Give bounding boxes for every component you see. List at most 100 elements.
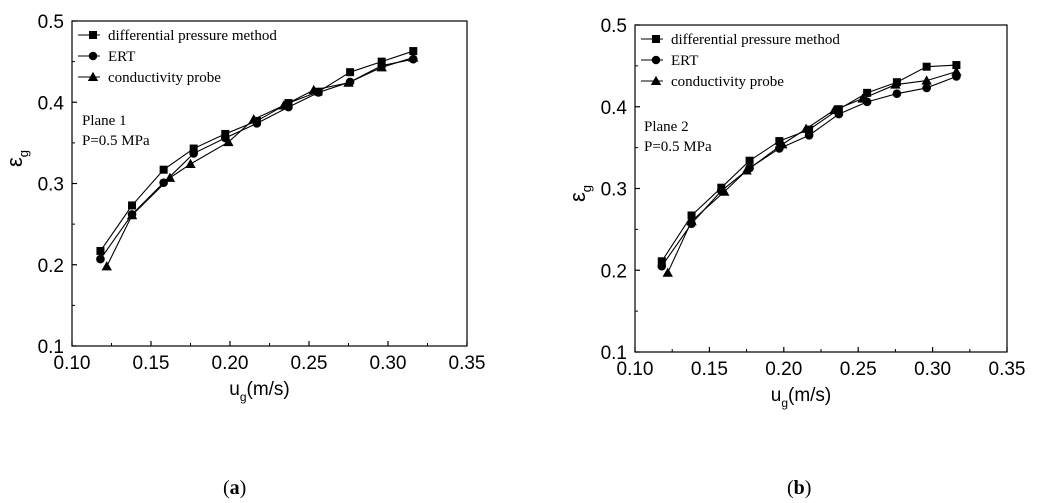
data-point bbox=[921, 75, 932, 85]
data-point bbox=[662, 267, 673, 277]
legend-marker bbox=[652, 35, 660, 43]
data-point bbox=[96, 246, 105, 255]
data-point bbox=[687, 211, 696, 220]
data-point bbox=[834, 105, 843, 114]
data-point bbox=[890, 79, 901, 89]
data-point bbox=[892, 89, 902, 98]
series-line bbox=[661, 64, 957, 262]
data-point bbox=[741, 165, 752, 175]
data-point bbox=[189, 144, 198, 153]
data-point bbox=[863, 88, 872, 97]
caption-b: (b) bbox=[787, 477, 812, 499]
data-point bbox=[804, 131, 814, 140]
data-point bbox=[223, 136, 234, 147]
data-point bbox=[657, 261, 667, 271]
data-point bbox=[857, 93, 868, 103]
y-tick-label: 0.3 bbox=[601, 180, 627, 201]
data-point bbox=[376, 62, 387, 72]
data-point bbox=[777, 139, 788, 149]
y-tick-label: 0.3 bbox=[38, 175, 64, 196]
data-point bbox=[189, 149, 198, 158]
x-tick-label: 0.25 bbox=[291, 353, 328, 374]
x-axis-title: ug(m/s) bbox=[229, 379, 290, 404]
data-point bbox=[164, 172, 176, 182]
x-tick-label: 0.25 bbox=[840, 359, 877, 380]
x-tick-label: 0.30 bbox=[370, 353, 407, 374]
data-point bbox=[409, 47, 418, 56]
data-point bbox=[185, 158, 196, 168]
x-tick-label: 0.35 bbox=[449, 353, 486, 374]
data-point bbox=[248, 114, 259, 124]
data-point bbox=[101, 261, 112, 271]
y-tick-label: 0.4 bbox=[38, 93, 65, 114]
chart-a-svg: 0.10 0.15 0.20 0.25 0.30 0.35 0.1 0.2 0.3 0.4 0.5 u… bbox=[2, 12, 486, 404]
legend-label: ERT bbox=[108, 49, 135, 65]
x-tick-label: 0.20 bbox=[212, 353, 249, 374]
x-tick-label: 0.30 bbox=[914, 359, 951, 380]
y-axis-title: εg bbox=[565, 185, 594, 202]
annotation: P=0.5 MPa bbox=[644, 139, 712, 155]
data-point bbox=[800, 123, 812, 133]
data-point bbox=[719, 186, 730, 196]
data-point bbox=[278, 100, 289, 110]
annotation: Plane 1 bbox=[82, 113, 127, 129]
caption-b-letter: b bbox=[793, 477, 805, 499]
y-tick-label: 0.2 bbox=[601, 261, 627, 282]
legend-label: differential pressure method bbox=[108, 28, 277, 44]
data-point bbox=[922, 62, 931, 71]
x-tick-label: 0.15 bbox=[691, 359, 728, 380]
data-point bbox=[126, 209, 138, 220]
legend-marker bbox=[89, 31, 97, 39]
x-tick-label: 0.15 bbox=[133, 353, 170, 374]
series-line bbox=[106, 57, 414, 267]
legend-marker bbox=[651, 55, 661, 65]
annotation: Plane 2 bbox=[644, 119, 689, 135]
series-square bbox=[657, 61, 961, 266]
legend: differential pressure method ERT conductiv… bbox=[78, 28, 277, 86]
x-tick-label: 0.35 bbox=[989, 359, 1026, 380]
y-tick-label: 0.4 bbox=[601, 98, 628, 119]
series-line bbox=[667, 71, 957, 273]
data-point bbox=[408, 52, 419, 62]
legend-label: differential pressure method bbox=[671, 32, 840, 48]
y-tick-label: 0.5 bbox=[601, 16, 627, 37]
legend: differential pressure method ERT conductiv… bbox=[641, 32, 840, 90]
series-triangle bbox=[662, 66, 962, 277]
data-point bbox=[922, 83, 931, 93]
series-triangle bbox=[101, 52, 419, 271]
data-point bbox=[745, 156, 754, 165]
y-axis-title: εg bbox=[2, 150, 31, 167]
x-tick-label: 0.10 bbox=[617, 359, 654, 380]
y-tick-label: 0.1 bbox=[601, 343, 627, 364]
data-point bbox=[775, 137, 784, 146]
legend-label: conductivity probe bbox=[671, 74, 784, 90]
data-point bbox=[657, 257, 666, 266]
annotation: P=0.5 MPa bbox=[82, 133, 150, 149]
legend-label: ERT bbox=[671, 53, 698, 69]
legend-marker bbox=[650, 75, 662, 85]
data-point bbox=[308, 84, 319, 95]
chart-panel-a: 0.10 0.15 0.20 0.25 0.30 0.35 0.1 0.2 0.3 0.4 0.5 u… bbox=[0, 0, 520, 503]
data-point bbox=[951, 66, 962, 76]
data-point bbox=[343, 77, 354, 87]
caption-a-letter: a bbox=[229, 477, 240, 499]
legend-label: conductivity probe bbox=[108, 70, 221, 86]
series-circle bbox=[657, 72, 961, 271]
series-line bbox=[99, 58, 414, 260]
data-point bbox=[96, 254, 105, 264]
data-point bbox=[686, 216, 697, 226]
data-point bbox=[346, 68, 355, 77]
series-circle bbox=[96, 54, 418, 264]
y-tick-label: 0.2 bbox=[38, 256, 64, 277]
x-axis-title: ug(m/s) bbox=[771, 385, 832, 410]
caption-a: (a) bbox=[223, 477, 247, 499]
data-point bbox=[159, 165, 168, 174]
chart-b-svg: 0.10 0.15 0.20 0.25 0.30 0.35 0.1 0.2 0.3 0.4 0.5 u… bbox=[565, 16, 1026, 410]
legend-marker bbox=[88, 51, 98, 61]
data-point bbox=[952, 61, 961, 70]
legend-marker bbox=[87, 71, 99, 81]
x-tick-label: 0.20 bbox=[765, 359, 802, 380]
data-point bbox=[829, 104, 840, 115]
y-tick-label: 0.5 bbox=[38, 12, 64, 33]
y-tick-label: 0.1 bbox=[38, 337, 64, 358]
